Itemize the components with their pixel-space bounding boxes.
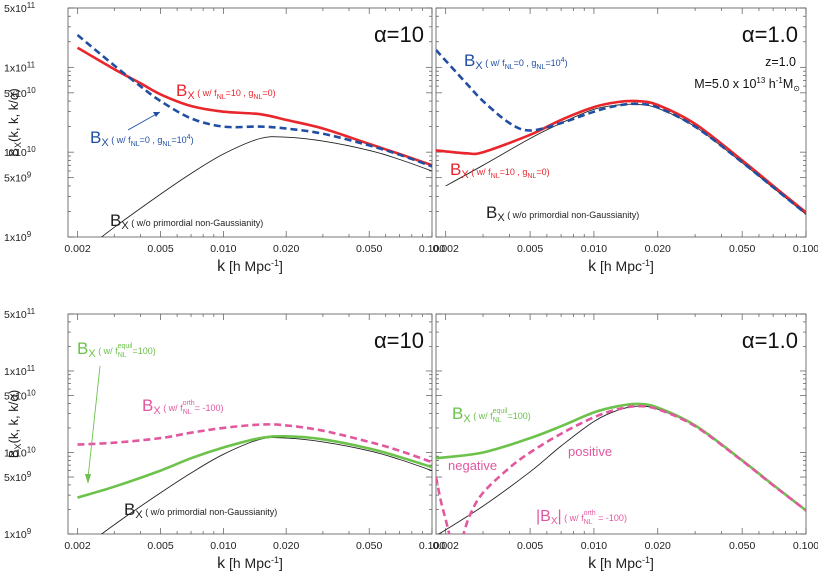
y-tick-label: 5x1010 (4, 86, 36, 100)
y-tick-label: 5x109 (4, 470, 32, 484)
panel-title: α=10 (374, 328, 424, 353)
x-tick-label: 0.002 (64, 243, 90, 255)
series-annotation: BX ( w/ fNLequil=100) (77, 339, 156, 360)
series-line-black (445, 103, 806, 215)
panel-title: α=1.0 (742, 22, 798, 47)
y-axis-label: BX(k, k, k/α) (6, 88, 23, 156)
series-annotation: |BX| ( w/ fNLorth = -100) (536, 508, 627, 527)
series-line-green (77, 434, 432, 499)
series-group (436, 402, 806, 534)
y-tick-label: 1x109 (4, 527, 32, 541)
x-tick-label: 0.020 (645, 540, 671, 552)
panel-title: α=10 (374, 22, 424, 47)
arrowhead-icon (153, 112, 160, 117)
panel-bottom-left: 0.002 0.005 0.010 0.020 0.050 0.100 1x109 5x109… (4, 307, 445, 571)
series-annotation: BX ( w/ fNL=0 , gNL=104) (90, 128, 194, 149)
redshift-label: z=1.0 (765, 55, 796, 69)
x-tick-label: 0.050 (729, 243, 755, 255)
series-line-blue-dashed (76, 33, 432, 168)
x-tick-label: 0.020 (645, 243, 671, 255)
series-line-pink-dashed (462, 404, 806, 534)
series-annotation: BX ( w/ fNL=0 , gNL=104) (464, 51, 568, 72)
panel-title: α=1.0 (742, 328, 798, 353)
x-tick-label: 0.050 (356, 540, 382, 552)
series-line-pink-dashed (436, 476, 451, 534)
x-tick-label: 0.005 (517, 243, 543, 255)
y-tick-label: 5x1010 (4, 389, 36, 403)
y-axis-label: BX(k, k, k/α) (6, 390, 23, 458)
series-group (436, 49, 806, 215)
series-group (76, 33, 432, 237)
y-tick-label: 1x1011 (4, 60, 36, 74)
y-tick-label: 5x1011 (4, 307, 36, 321)
annotation-arrow (87, 365, 101, 479)
x-tick-label: 0.005 (147, 243, 173, 255)
x-tick-label: 0.010 (581, 540, 607, 552)
x-tick-label: 0.005 (147, 540, 173, 552)
x-tick-label: 0.005 (517, 540, 543, 552)
series-annotation: BX ( w/o primordial non-Gaussianity) (124, 500, 277, 521)
series-group (77, 423, 432, 534)
series-line-black (100, 437, 432, 534)
series-annotation: positive (568, 444, 612, 459)
x-tick-label: 0.050 (729, 540, 755, 552)
x-tick-label: 0.010 (210, 540, 236, 552)
panel-bottom-right: 0.002 0.005 0.010 0.020 0.050 0.100 k [h Mpc-1… (433, 313, 818, 571)
x-tick-label: 0.020 (273, 243, 299, 255)
series-line-pink-dashed (77, 423, 432, 464)
y-tick-label: 5x1011 (4, 1, 36, 15)
x-tick-label: 0.100 (419, 540, 445, 552)
mass-label: M=5.0 x 1013 h-1M⊙ (694, 76, 800, 93)
series-line-blue-dashed (436, 49, 806, 215)
series-annotation: BX ( w/ fNL=10 , gNL=0) (176, 81, 276, 102)
series-line-red (436, 99, 806, 214)
x-tick-label: 0.002 (433, 243, 459, 255)
panel-frame (435, 7, 807, 238)
panel-frame (67, 313, 433, 535)
y-tick-label: 5x109 (4, 171, 32, 185)
series-line-black (100, 136, 432, 237)
x-tick-label: 0.020 (273, 540, 299, 552)
series-annotation: BX ( w/o primordial non-Gaussianity) (486, 203, 639, 224)
series-annotation: BX ( w/ fNL=10 , gNL=0) (450, 160, 550, 181)
y-tick-label: 1x109 (4, 230, 32, 244)
x-tick-label: 0.100 (793, 540, 818, 552)
panel-frame (435, 313, 807, 535)
x-axis-label: k [h Mpc-1] (588, 555, 654, 571)
panel-frame (67, 7, 433, 238)
series-annotation: BX ( w/o primordial non-Gaussianity) (110, 211, 263, 232)
x-tick-label: 0.050 (356, 243, 382, 255)
y-tick-label: 1x1010 (4, 145, 36, 159)
x-tick-label: 0.010 (210, 243, 236, 255)
y-tick-label: 1x1011 (4, 364, 36, 378)
x-tick-label: 0.002 (433, 540, 459, 552)
series-annotation: BX ( w/ fNLorth= -100) (142, 396, 223, 417)
x-tick-label: 0.010 (581, 243, 607, 255)
x-axis-label: k [h Mpc-1] (588, 258, 654, 275)
y-tick-label: 1x1010 (4, 445, 36, 459)
series-annotation: BX ( w/ fNLequil=100) (452, 404, 531, 425)
arrowhead-icon (85, 474, 91, 484)
x-tick-label: 0.100 (793, 243, 818, 255)
annotation-arrow (127, 111, 161, 131)
x-axis-label: k [h Mpc-1] (217, 258, 283, 275)
panel-top-left: 0.002 0.005 0.010 0.020 0.050 0.100 1x109 5x109… (4, 1, 445, 275)
x-axis-label: k [h Mpc-1] (217, 555, 283, 571)
series-annotation: negative (448, 458, 497, 473)
x-tick-label: 0.002 (64, 540, 90, 552)
panel-top-right: 0.002 0.005 0.010 0.020 0.050 0.100 k [h Mpc-1… (433, 7, 818, 275)
x-tick-label: 0.100 (419, 243, 445, 255)
